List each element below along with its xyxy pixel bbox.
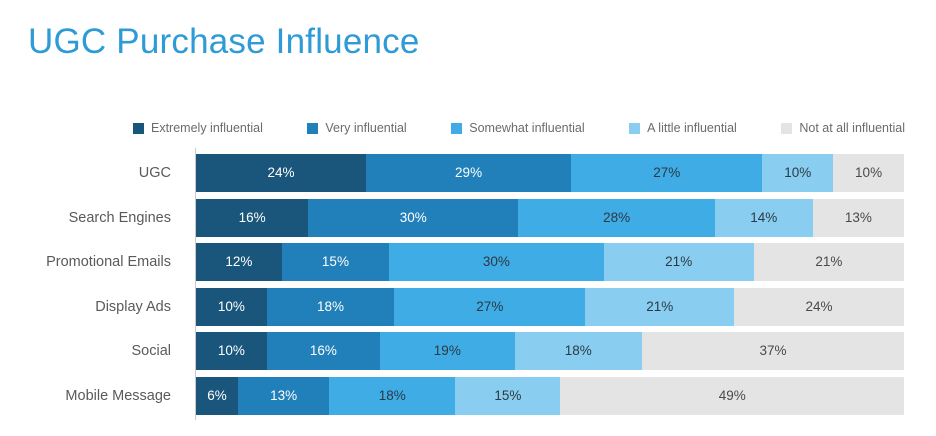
legend-item-label: Somewhat influential xyxy=(469,120,585,135)
category-label: Promotional Emails xyxy=(46,254,171,270)
bar-segment-value: 18% xyxy=(317,298,345,314)
category-label: UGC xyxy=(138,165,171,181)
category-label: Social xyxy=(131,343,172,359)
bar-row: Search Engines 16% 30% 28% 14% 13% xyxy=(0,198,936,237)
bar-segment[interactable]: 37% xyxy=(642,332,904,370)
bar-segment[interactable]: 10% xyxy=(196,332,267,370)
bar-segment-value: 49% xyxy=(718,387,746,403)
bar-segment[interactable]: 13% xyxy=(238,376,330,415)
bar-segment[interactable]: 15% xyxy=(281,243,390,281)
bar-segment[interactable]: 10% xyxy=(196,287,267,326)
bar-segment[interactable]: 24% xyxy=(196,154,366,192)
plot-area: UGC 24% 29% 27% 10% 10% Search Engines 16% 30% 28… xyxy=(0,148,936,420)
bar-segment-value: 19% xyxy=(433,343,461,359)
legend-item[interactable]: Not at all influential xyxy=(781,122,905,135)
bar-segment-value: 14% xyxy=(750,209,778,225)
bar-segment-value: 16% xyxy=(309,343,337,359)
legend-item-label: A little influential xyxy=(647,120,737,135)
bar-segment-value: 13% xyxy=(844,209,872,225)
bar-segment[interactable]: 10% xyxy=(762,154,834,192)
bar-segment[interactable]: 21% xyxy=(603,243,754,281)
chart-legend: Extremely influential Very influential Som… xyxy=(133,119,905,137)
bar-segment-value: 15% xyxy=(494,387,522,403)
bar-segment-value: 10% xyxy=(217,298,245,314)
bar-segment-value: 10% xyxy=(217,343,245,359)
bar-segment[interactable]: 15% xyxy=(455,376,561,415)
bar-segment-value: 10% xyxy=(855,165,883,181)
bar-segment[interactable]: 19% xyxy=(380,332,515,370)
bar-row: UGC 24% 29% 27% 10% 10% xyxy=(0,154,936,192)
bar-segment-value: 16% xyxy=(238,209,266,225)
bar-segment[interactable]: 10% xyxy=(833,154,904,192)
bar-segment[interactable]: 49% xyxy=(560,376,904,415)
bar-segment[interactable]: 30% xyxy=(389,243,604,281)
legend-swatch-icon xyxy=(629,122,641,134)
bar-row: Promotional Emails 12% 15% 30% 21% 21% xyxy=(0,243,936,281)
bar-segment-value: 21% xyxy=(815,254,843,270)
legend-item-label: Not at all influential xyxy=(799,120,905,135)
legend-swatch-icon xyxy=(307,122,319,134)
bar-segment[interactable]: 16% xyxy=(196,198,309,237)
bar-segment-value: 13% xyxy=(270,387,298,403)
y-axis-line xyxy=(195,148,196,420)
bar-segment-value: 24% xyxy=(805,298,833,314)
bar-segment-value: 30% xyxy=(482,254,510,270)
category-label: Search Engines xyxy=(68,209,171,226)
bar-segment-value: 12% xyxy=(225,254,253,270)
legend-swatch-icon xyxy=(133,122,144,134)
bar-segment-value: 27% xyxy=(653,165,681,181)
bar-segment[interactable]: 28% xyxy=(518,198,715,237)
legend-item[interactable]: A little influential xyxy=(629,122,737,135)
bar-segment[interactable]: 27% xyxy=(394,287,586,326)
bar-segment-value: 29% xyxy=(455,165,483,181)
bar-segment-value: 24% xyxy=(267,165,295,181)
stacked-bar: 24% 29% 27% 10% 10% xyxy=(196,154,904,192)
bar-segment[interactable]: 30% xyxy=(308,198,519,237)
bar-segment[interactable]: 18% xyxy=(266,287,395,326)
bar-segment-value: 10% xyxy=(784,165,812,181)
bar-segment[interactable]: 6% xyxy=(196,376,239,415)
legend-swatch-icon xyxy=(781,122,793,134)
bar-row: Display Ads 10% 18% 27% 21% 24% xyxy=(0,287,936,326)
bar-segment-value: 6% xyxy=(207,387,227,403)
bar-segment[interactable]: 14% xyxy=(714,198,813,237)
bar-segment-value: 28% xyxy=(603,209,631,225)
bar-segment[interactable]: 12% xyxy=(196,243,282,281)
bar-row: Mobile Message 6% 13% 18% 15% 49% xyxy=(0,376,936,415)
bar-segment[interactable]: 21% xyxy=(753,243,904,281)
bar-segment[interactable]: 13% xyxy=(812,198,904,237)
bar-segment-value: 21% xyxy=(665,254,693,270)
legend-swatch-icon xyxy=(451,122,463,134)
legend-item[interactable]: Extremely influential xyxy=(133,122,263,135)
bar-segment[interactable]: 24% xyxy=(734,287,904,326)
bar-segment[interactable]: 18% xyxy=(329,376,456,415)
category-label: Mobile Message xyxy=(65,387,171,404)
bar-segment-value: 18% xyxy=(378,387,406,403)
category-label: Display Ads xyxy=(95,298,171,315)
stacked-bar: 12% 15% 30% 21% 21% xyxy=(196,243,904,281)
bar-segment-value: 15% xyxy=(321,254,349,270)
bar-segment-value: 27% xyxy=(476,298,504,314)
page-title: UGC Purchase Influence xyxy=(28,22,420,61)
stacked-bar: 10% 16% 19% 18% 37% xyxy=(196,332,904,370)
bar-segment-value: 18% xyxy=(564,343,592,359)
legend-item[interactable]: Very influential xyxy=(307,120,407,135)
bar-segment[interactable]: 18% xyxy=(514,332,643,370)
legend-item-label: Very influential xyxy=(325,120,407,135)
bar-row: Social 10% 16% 19% 18% 37% xyxy=(0,332,936,370)
stacked-bar: 16% 30% 28% 14% 13% xyxy=(196,198,904,237)
bar-segment-value: 30% xyxy=(399,209,427,225)
bar-segment-value: 37% xyxy=(759,343,787,359)
bar-segment-value: 21% xyxy=(646,298,674,314)
bar-segment[interactable]: 16% xyxy=(266,332,381,370)
stacked-bar: 6% 13% 18% 15% 49% xyxy=(196,376,904,415)
bar-segment[interactable]: 21% xyxy=(585,287,735,326)
bar-segment[interactable]: 27% xyxy=(571,154,763,192)
bar-segment[interactable]: 29% xyxy=(365,154,572,192)
legend-item[interactable]: Somewhat influential xyxy=(451,120,585,135)
legend-item-label: Extremely influential xyxy=(151,120,263,135)
stacked-bar: 10% 18% 27% 21% 24% xyxy=(196,287,904,326)
